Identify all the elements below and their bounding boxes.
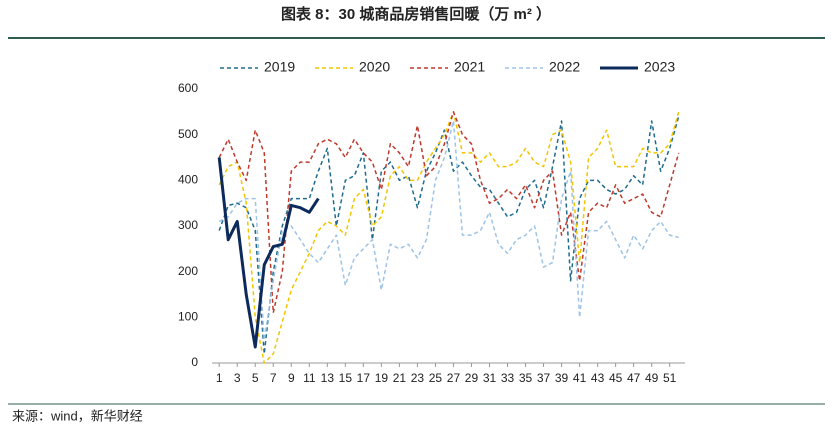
x-tick-label: 43 — [591, 371, 605, 385]
x-tick-label: 45 — [609, 371, 623, 385]
legend-label: 2022 — [549, 59, 580, 75]
x-tick-label: 21 — [393, 371, 407, 385]
x-tick-label: 51 — [663, 371, 677, 385]
x-tick-label: 35 — [519, 371, 533, 385]
x-tick-label: 47 — [627, 371, 641, 385]
x-tick-label: 9 — [288, 371, 295, 385]
y-tick-label: 300 — [178, 218, 198, 232]
series-line — [218, 111, 680, 314]
x-tick-label: 41 — [573, 371, 587, 385]
x-tick-label: 29 — [465, 371, 479, 385]
series-line — [218, 111, 680, 364]
x-tick-label: 31 — [483, 371, 497, 385]
legend-label: 2021 — [454, 59, 485, 75]
x-tick-label: 33 — [501, 371, 515, 385]
source-note: 来源：wind，新华财经 — [12, 408, 143, 423]
x-tick-label: 11 — [303, 371, 316, 385]
y-tick-label: 500 — [178, 127, 198, 141]
x-tick-label: 19 — [375, 371, 389, 385]
x-tick-label: 3 — [234, 371, 241, 385]
x-tick-label: 15 — [339, 371, 353, 385]
x-tick-label: 25 — [429, 371, 443, 385]
series-line — [218, 116, 680, 355]
y-tick-label: 100 — [178, 310, 198, 324]
y-tick-label: 600 — [178, 81, 198, 95]
chart-title: 图表 8：30 城商品房销售回暖（万 m² ） — [281, 5, 551, 23]
x-tick-label: 49 — [645, 371, 659, 385]
x-tick-label: 39 — [555, 371, 569, 385]
x-tick-label: 13 — [321, 371, 335, 385]
x-tick-label: 27 — [447, 371, 461, 385]
x-tick-label: 17 — [357, 371, 371, 385]
legend-label: 2020 — [359, 59, 390, 75]
x-tick-label: 23 — [411, 371, 425, 385]
legend-label: 2019 — [264, 59, 295, 75]
y-tick-label: 200 — [178, 264, 198, 278]
series-line — [218, 120, 679, 341]
series-line — [217, 157, 320, 349]
x-tick-label: 7 — [270, 371, 277, 385]
y-tick-label: 0 — [191, 355, 198, 369]
legend-label: 2023 — [644, 59, 675, 75]
x-tick-label: 37 — [537, 371, 551, 385]
y-tick-label: 400 — [178, 173, 198, 187]
x-tick-label: 5 — [252, 371, 259, 385]
x-tick-label: 1 — [216, 371, 223, 385]
